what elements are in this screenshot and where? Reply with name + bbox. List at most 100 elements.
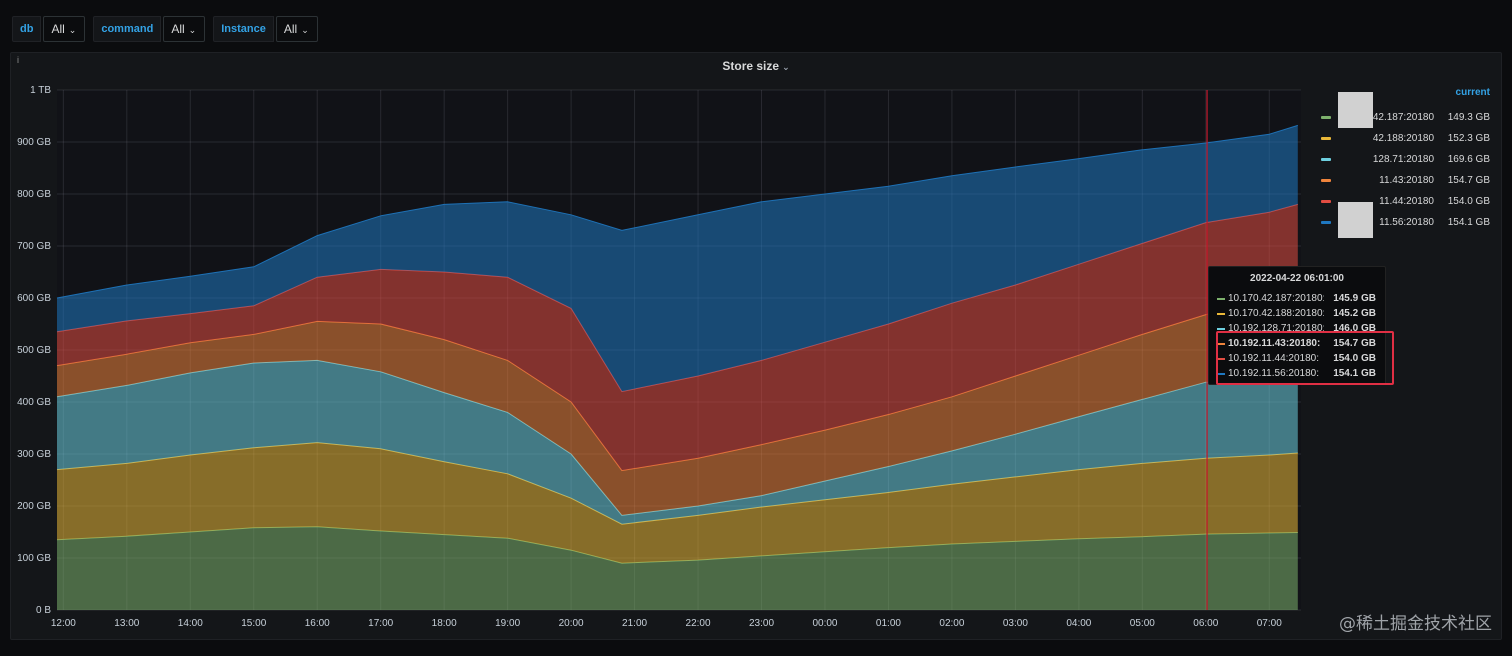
x-tick-label: 12:00 bbox=[51, 618, 76, 629]
chevron-down-icon: ⌄ bbox=[68, 25, 77, 35]
variable-instance-select[interactable]: All ⌄ bbox=[275, 16, 318, 42]
variable-instance: Instance All ⌄ bbox=[213, 16, 318, 42]
x-tick-label: 05:00 bbox=[1130, 618, 1155, 629]
y-tick-label: 900 GB bbox=[17, 137, 51, 148]
legend-name: 11.56:20180 bbox=[1379, 217, 1434, 228]
tooltip-row: 10.192.11.44:20180: 154.0 GB bbox=[1209, 351, 1385, 366]
tooltip-series-name: 10.192.11.44:20180: bbox=[1228, 353, 1320, 364]
tooltip-value: 145.2 GB bbox=[1333, 308, 1376, 319]
legend-name: 42.188:20180 bbox=[1372, 133, 1434, 144]
panel-title-text: Store size bbox=[722, 59, 780, 73]
legend-name: 11.43:20180 bbox=[1379, 175, 1434, 186]
x-tick-label: 07:00 bbox=[1257, 618, 1282, 629]
y-tick-label: 500 GB bbox=[17, 345, 51, 356]
legend-item[interactable]: 11.43:20180 154.7 GB bbox=[1316, 170, 1496, 191]
x-tick-label: 23:00 bbox=[749, 618, 774, 629]
variable-command-value: All bbox=[171, 22, 185, 36]
tooltip-time: 2022-04-22 06:01:00 bbox=[1250, 273, 1344, 284]
legend-swatch bbox=[1321, 221, 1331, 224]
y-tick-label: 800 GB bbox=[17, 189, 51, 200]
variable-db-value: All bbox=[51, 22, 65, 36]
tooltip-row: 10.170.42.187:20180: 145.9 GB bbox=[1209, 291, 1385, 306]
tooltip-series-name: 10.170.42.187:20180: bbox=[1228, 293, 1324, 304]
x-tick-label: 17:00 bbox=[368, 618, 393, 629]
legend-current: 154.1 GB bbox=[1447, 217, 1490, 228]
y-tick-label: 200 GB bbox=[17, 501, 51, 512]
redaction-block bbox=[1338, 92, 1373, 128]
y-tick-label: 100 GB bbox=[17, 553, 51, 564]
chevron-down-icon: ⌄ bbox=[301, 25, 309, 35]
tooltip-value: 154.7 GB bbox=[1333, 338, 1376, 349]
chevron-down-icon: ⌄ bbox=[188, 25, 197, 35]
tooltip-swatch bbox=[1217, 342, 1225, 345]
legend-item[interactable]: 11.56:20180 154.1 GB bbox=[1316, 212, 1496, 233]
x-tick-label: 16:00 bbox=[305, 618, 330, 629]
x-tick-label: 01:00 bbox=[876, 618, 901, 629]
x-tick-label: 20:00 bbox=[559, 618, 584, 629]
x-tick-label: 18:00 bbox=[432, 618, 457, 629]
annotation-highlight-box bbox=[1216, 331, 1394, 385]
tooltip-value: 146.0 GB bbox=[1333, 323, 1376, 334]
variable-command-label: command bbox=[93, 16, 162, 42]
tooltip-series-name: 10.192.128.71:20180: bbox=[1228, 323, 1324, 334]
area-10.192.128.71:20180 bbox=[57, 360, 1298, 525]
legend-item[interactable]: 128.71:20180 169.6 GB bbox=[1316, 149, 1496, 170]
x-tick-label: 04:00 bbox=[1066, 618, 1091, 629]
tooltip-swatch bbox=[1217, 297, 1225, 300]
x-tick-label: 13:00 bbox=[114, 618, 139, 629]
variable-db-select[interactable]: All ⌄ bbox=[43, 16, 86, 42]
x-tick-label: 22:00 bbox=[686, 618, 711, 629]
line-10.192.11.56:20180 bbox=[56, 124, 1298, 299]
panel-title[interactable]: Store size ⌄ bbox=[11, 59, 1501, 73]
tooltip-series-name: 10.170.42.188:20180: bbox=[1228, 308, 1324, 319]
area-10.170.42.187:20180 bbox=[57, 526, 1298, 610]
line-10.170.42.188:20180 bbox=[56, 442, 1298, 525]
tooltip-row: 10.192.11.56:20180: 154.1 GB bbox=[1209, 366, 1385, 381]
y-tick-label: 300 GB bbox=[17, 449, 51, 460]
hover-tooltip: 2022-04-22 06:01:00 10.170.42.187:20180:… bbox=[1208, 266, 1386, 385]
chevron-down-icon: ⌄ bbox=[782, 62, 790, 72]
legend-item[interactable]: 42.188:20180 152.3 GB bbox=[1316, 128, 1496, 149]
x-tick-label: 19:00 bbox=[495, 618, 520, 629]
legend-swatch bbox=[1321, 137, 1331, 140]
y-tick-label: 1 TB bbox=[30, 85, 51, 96]
store-size-chart[interactable]: 0 B 100 GB 200 GB 300 GB 400 GB 500 GB 600 GB 7… bbox=[11, 53, 1311, 639]
tooltip-row: 10.192.128.71:20180: 146.0 GB bbox=[1209, 321, 1385, 336]
legend-item[interactable]: 42.187:20180 149.3 GB bbox=[1316, 107, 1496, 128]
tooltip-row: 10.192.11.43:20180: 154.7 GB bbox=[1209, 336, 1385, 351]
x-tick-label: 02:00 bbox=[939, 618, 964, 629]
variable-bar: db All ⌄ command All ⌄ Instance All ⌄ bbox=[12, 16, 326, 42]
y-tick-label: 400 GB bbox=[17, 397, 51, 408]
x-tick-label: 14:00 bbox=[178, 618, 203, 629]
x-tick-label: 00:00 bbox=[812, 618, 837, 629]
watermark: @稀土掘金技术社区 bbox=[1339, 614, 1492, 634]
area-10.170.42.188:20180 bbox=[57, 442, 1298, 564]
legend-name: 11.44:20180 bbox=[1379, 196, 1434, 207]
chart-areas bbox=[56, 124, 1299, 610]
tooltip-swatch bbox=[1217, 327, 1225, 330]
tooltip-series-name: 10.192.11.43:20180: bbox=[1228, 338, 1321, 349]
y-tick-label: 700 GB bbox=[17, 241, 51, 252]
tooltip-series-name: 10.192.11.56:20180: bbox=[1228, 368, 1320, 379]
variable-command-select[interactable]: All ⌄ bbox=[163, 16, 206, 42]
variable-instance-label: Instance bbox=[213, 16, 274, 42]
legend-swatch bbox=[1321, 200, 1331, 203]
tooltip-value: 154.0 GB bbox=[1333, 353, 1376, 364]
legend-name: 42.187:20180 bbox=[1372, 112, 1434, 123]
area-10.192.11.56:20180 bbox=[57, 125, 1298, 392]
legend-header-current[interactable]: current bbox=[1455, 87, 1490, 98]
variable-db: db All ⌄ bbox=[12, 16, 86, 42]
legend-item[interactable]: 11.44:20180 154.0 GB bbox=[1316, 191, 1496, 212]
tooltip-swatch bbox=[1217, 312, 1225, 315]
legend: current 42.187:20180 149.3 GB 42.188:2018… bbox=[1316, 87, 1496, 233]
legend-current: 169.6 GB bbox=[1447, 154, 1490, 165]
tooltip-swatch bbox=[1217, 372, 1225, 375]
variable-command: command All ⌄ bbox=[93, 16, 206, 42]
y-axis: 0 B 100 GB 200 GB 300 GB 400 GB 500 GB 600 GB 7… bbox=[17, 85, 51, 616]
info-icon[interactable]: i bbox=[17, 55, 19, 65]
legend-swatch bbox=[1321, 116, 1331, 119]
legend-swatch bbox=[1321, 158, 1331, 161]
tooltip-value: 154.1 GB bbox=[1333, 368, 1376, 379]
x-tick-label: 03:00 bbox=[1003, 618, 1028, 629]
legend-current: 154.7 GB bbox=[1447, 175, 1490, 186]
